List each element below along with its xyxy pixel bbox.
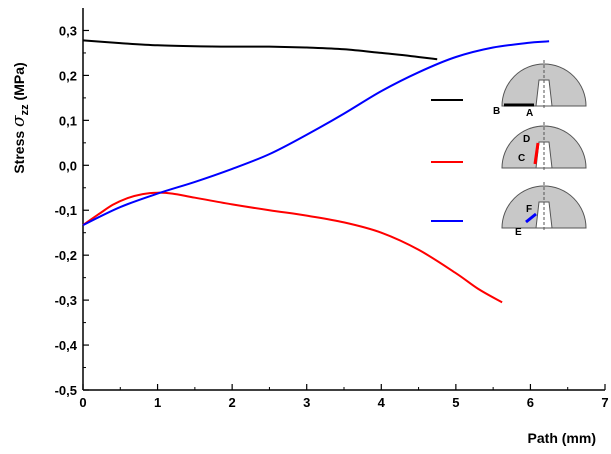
legend-path-label-f: F [526,204,532,215]
y-tick-label: -0,2 [55,248,77,263]
x-tick-label: 6 [527,395,534,410]
x-tick-label: 3 [303,395,310,410]
legend-geometry-icon-blue: E F [501,182,587,238]
x-tick-label: 5 [452,395,459,410]
x-tick-label: 4 [378,395,386,410]
x-tick-label: 7 [601,395,608,410]
y-tick-label: -0,5 [55,383,77,398]
y-tick-label: -0,4 [55,338,78,353]
y-tick-label: -0,3 [55,293,77,308]
legend-path-label-e: E [515,227,522,238]
x-tick-label: 2 [229,395,236,410]
legend-geometry-icon-black: B A [493,60,587,119]
y-axis-title-subscript: zz [19,104,31,116]
series-line-black [82,39,438,61]
legend-path-label-b: B [493,106,500,117]
y-tick-label: -0,1 [55,203,77,218]
y-tick-label: 0,1 [59,113,77,128]
y-axis-title-symbol: σ [9,115,29,127]
y-tick-label: 0,3 [59,23,77,38]
y-axis-title: Stress σzz (MPa) [9,62,31,173]
series-line-red [82,191,503,304]
legend-path-label-a: A [526,108,533,119]
x-tick-label: 1 [154,395,161,410]
legend-geometry-icon-red: C D [501,122,587,172]
x-axis-title: Path (mm) [528,430,596,446]
ticks: 0 1 2 3 4 5 6 7 0,3 0,2 0,1 0,0 -0,1 -0,2 -0,3 -0,4 -0,5 [55,23,609,410]
legend-path-label-d: D [523,134,530,145]
x-tick-label: 0 [79,395,86,410]
legend: B A C D E F [431,60,587,238]
y-axis-title-suffix: (MPa) [11,62,27,104]
legend-path-label-c: C [518,153,525,164]
series-lines [82,39,550,304]
y-tick-label: 0,2 [59,68,77,83]
series-line-blue [82,40,550,227]
y-tick-label: 0,0 [59,158,77,173]
y-axis-title-prefix: Stress [11,127,27,174]
